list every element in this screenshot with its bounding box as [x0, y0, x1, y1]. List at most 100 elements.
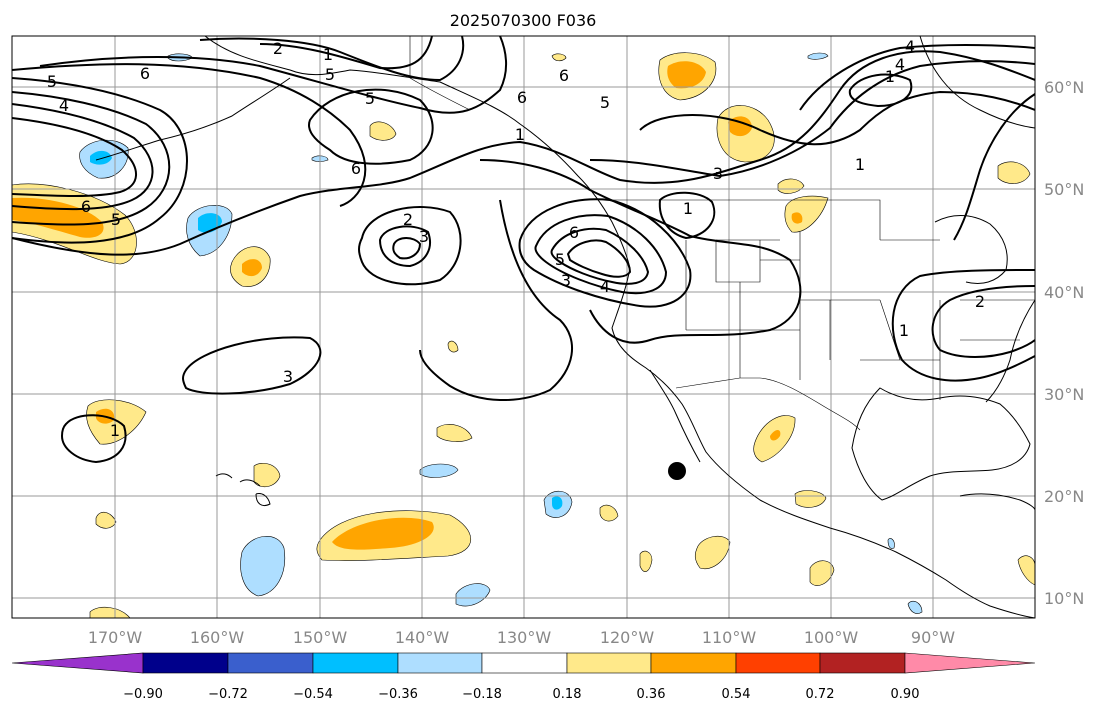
contour-3-ring — [378, 225, 431, 268]
graticule — [12, 36, 1035, 618]
contour-big-2 — [419, 199, 574, 402]
contour-label: 3 — [419, 227, 429, 246]
coast-great-lakes — [934, 215, 1008, 284]
coast-alaska — [204, 36, 631, 269]
contour-top-1 — [12, 63, 367, 207]
shade-positive-canada-core — [728, 116, 752, 137]
lon-label: 110°W — [702, 628, 757, 647]
contour-label: 4 — [905, 37, 915, 56]
contour-nw-us-low-2 — [534, 214, 668, 295]
contour-nw-us-low-1 — [518, 198, 692, 308]
shade-positive-small-14 — [551, 53, 567, 62]
colorbar-tick: −0.90 — [123, 687, 163, 702]
coast-west-us — [611, 267, 1035, 618]
shade-positive-small-15 — [447, 340, 459, 353]
lat-label: 10°N — [1044, 589, 1084, 608]
coast-hudson — [919, 36, 1035, 129]
map-frame — [11, 35, 1036, 619]
shade-negative-aleutian-core — [90, 150, 112, 165]
shade-positive-small-4 — [694, 535, 731, 570]
shade-positive-small-2 — [436, 424, 473, 442]
coast-gulf-of-mexico — [851, 387, 1031, 501]
colorbar-ticks: −0.90 −0.72 −0.54 −0.36 −0.18 0.18 0.36 … — [123, 687, 919, 702]
contour-label: 5 — [325, 65, 335, 84]
coastlines — [95, 36, 1035, 618]
shade-negative-south-1 — [240, 536, 286, 597]
contour-label: 4 — [59, 96, 69, 115]
shade-positive-small-12 — [1017, 555, 1035, 586]
colorbar-tick: −0.36 — [378, 687, 418, 702]
shade-positive-small-11 — [599, 504, 619, 522]
colorbar-tick: −0.18 — [462, 687, 502, 702]
contour-label: 1 — [683, 199, 693, 218]
coast-baja — [649, 369, 701, 463]
border-alaska-canada — [409, 36, 471, 111]
contour-label: 6 — [569, 223, 579, 242]
contour-3-inner — [392, 237, 422, 260]
colorbar-tick: 0.90 — [891, 687, 920, 702]
contour-label: 1 — [110, 421, 120, 440]
shade-negative-small-2 — [807, 52, 829, 60]
colorbar-tick: −0.72 — [208, 687, 248, 702]
contour-label: 6 — [517, 88, 527, 107]
contour-label: 2 — [403, 210, 413, 229]
shade-positive-mexico-core — [770, 430, 781, 441]
location-marker — [668, 462, 686, 480]
contour-label: 4 — [600, 277, 610, 296]
colorbar-segment — [142, 652, 229, 674]
shade-negative-south-4-core — [552, 496, 563, 510]
contour-canada-1 — [639, 90, 1035, 146]
contour-label: 3 — [561, 271, 571, 290]
lon-label: 100°W — [804, 628, 859, 647]
contour-top-4 — [259, 36, 433, 70]
colorbar-segment — [481, 652, 568, 674]
colorbar-tick: −0.54 — [293, 687, 333, 702]
lon-label: 160°W — [190, 628, 245, 647]
lon-label: 90°W — [911, 628, 955, 647]
figure-title: 2025070300 F036 — [450, 11, 597, 30]
colorbar-tick: 0.72 — [806, 687, 835, 702]
contour-label: 4 — [895, 55, 905, 74]
shade-negative-south-2 — [419, 463, 459, 478]
contour-label: 6 — [140, 64, 150, 83]
contour-top-2 — [39, 36, 507, 114]
contour-label: 5 — [47, 72, 57, 91]
contour-label: 6 — [351, 159, 361, 178]
contour-label: 1 — [855, 155, 865, 174]
contour-label: 1 — [899, 321, 909, 340]
shade-positive-small-6 — [794, 490, 827, 508]
lon-label: 170°W — [88, 628, 143, 647]
contour-east-us-2 — [931, 285, 1035, 358]
lat-label: 50°N — [1044, 180, 1084, 199]
shade-negative-south-3 — [455, 583, 491, 607]
contour-label: 6 — [559, 66, 569, 85]
shade-positive-ne-pacific-core — [667, 61, 706, 89]
contour-canada-3 — [589, 60, 1035, 178]
colorbar-segment — [566, 652, 652, 674]
shade-positive-small-10 — [95, 511, 117, 529]
contour-west-low-2 — [12, 91, 171, 226]
contour-big-1 — [12, 50, 1035, 256]
contour-west-low-3 — [12, 103, 154, 211]
colorbar-tick: 0.54 — [722, 687, 751, 702]
border-states-1 — [685, 232, 941, 400]
colorbar-segment — [819, 652, 906, 674]
contour-canada-4 — [799, 44, 1035, 111]
lat-label: 40°N — [1044, 283, 1084, 302]
border-states-2 — [716, 239, 1035, 341]
contour-label: 3 — [713, 164, 723, 183]
longitude-labels: 170°W 160°W 150°W 140°W 130°W 120°W 110°… — [88, 628, 955, 647]
borders — [409, 36, 1035, 431]
contour-2-ring — [358, 206, 462, 286]
contour-nw-us-low-4 — [566, 239, 632, 278]
contour-label: 1 — [323, 45, 333, 64]
contour-nw-us-low-3 — [550, 227, 650, 285]
colorbar-segment — [735, 652, 821, 674]
contour-label: 2 — [975, 292, 985, 311]
coast-aleutians — [95, 77, 291, 161]
contour-label: 5 — [365, 89, 375, 108]
contour-gl-1 — [658, 191, 716, 240]
colorbar-tick: 0.36 — [637, 687, 666, 702]
contour-west-low-4 — [12, 117, 137, 197]
